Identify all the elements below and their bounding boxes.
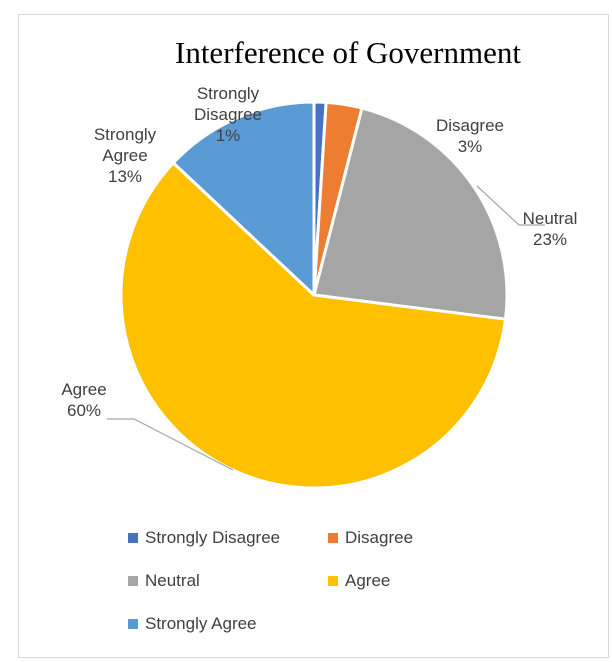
legend-swatch [128,533,138,543]
legend-label: Agree [345,571,390,590]
pie-slice-strongly-agree [171,100,316,297]
data-label-agree: Agree 60% [61,380,106,420]
legend-label: Neutral [145,571,200,590]
legend-item-neutral: Neutral [128,571,200,590]
pie-slice-neutral [312,106,509,321]
legend-swatch [128,576,138,586]
legend-swatch [328,576,338,586]
legend-item-strongly-disagree: Strongly Disagree [128,528,280,547]
legend-label: Disagree [345,528,413,547]
leader-line-neutral [476,185,545,226]
legend-item-agree: Agree [328,571,390,590]
data-label-disagree: Disagree 3% [436,116,504,156]
data-label-neutral: Neutral 23% [523,209,578,249]
legend-item-disagree: Disagree [328,528,413,547]
legend-swatch [328,533,338,543]
legend-item-strongly-agree: Strongly Agree [128,614,257,633]
legend-label: Strongly Disagree [145,528,280,547]
data-label-strongly-agree: Strongly Agree 13% [94,125,157,186]
leader-line-agree [107,418,234,471]
chart-title: Interference of Government [175,35,521,70]
leader-lines [107,185,545,471]
legend-swatch [128,619,138,629]
data-label-strongly-disagree: Strongly Disagree 1% [194,84,262,145]
legend-label: Strongly Agree [145,614,257,633]
pie-slices [119,100,509,490]
data-labels: Strongly Disagree 1% Disagree 3% Neutral 23% Ag… [61,84,577,420]
legend: Strongly Disagree Disagree Neutral Agree Str… [128,528,413,633]
